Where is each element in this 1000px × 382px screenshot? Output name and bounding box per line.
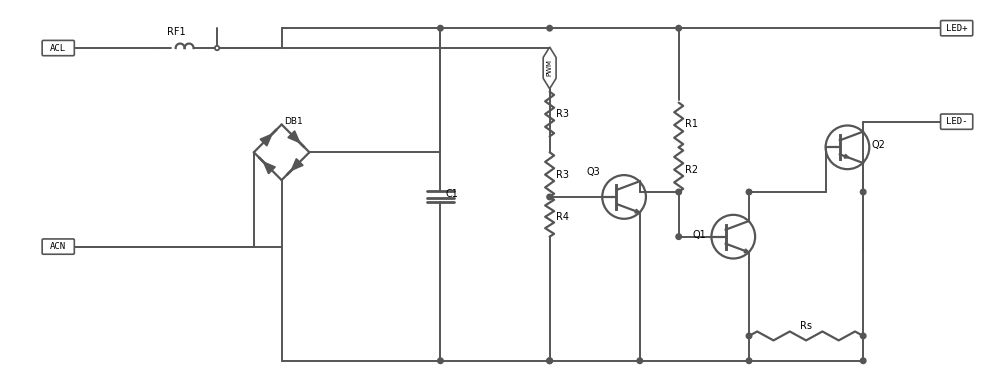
- Circle shape: [676, 234, 681, 240]
- Circle shape: [676, 26, 681, 31]
- Text: C1: C1: [445, 189, 458, 199]
- Text: Q1: Q1: [693, 230, 706, 240]
- Circle shape: [547, 26, 552, 31]
- Text: Q3: Q3: [587, 167, 600, 177]
- Text: R2: R2: [685, 165, 698, 175]
- FancyBboxPatch shape: [42, 40, 74, 56]
- Text: LED-: LED-: [946, 117, 967, 126]
- Text: DB1: DB1: [285, 117, 303, 126]
- Text: Q2: Q2: [871, 140, 885, 151]
- Circle shape: [438, 26, 443, 31]
- Circle shape: [860, 358, 866, 364]
- FancyBboxPatch shape: [941, 114, 973, 129]
- Circle shape: [547, 194, 552, 200]
- Text: LED+: LED+: [946, 24, 967, 33]
- Text: PWM: PWM: [547, 60, 553, 76]
- Polygon shape: [288, 131, 300, 142]
- Circle shape: [547, 358, 552, 364]
- Text: R3: R3: [556, 170, 569, 180]
- Circle shape: [676, 189, 681, 195]
- Text: RF1: RF1: [167, 27, 186, 37]
- Text: Rs: Rs: [800, 321, 812, 331]
- Polygon shape: [744, 249, 749, 253]
- Text: R1: R1: [685, 120, 698, 129]
- Circle shape: [215, 46, 219, 50]
- Circle shape: [860, 189, 866, 195]
- Circle shape: [746, 358, 752, 364]
- Polygon shape: [260, 134, 272, 146]
- Polygon shape: [844, 154, 849, 158]
- Circle shape: [860, 333, 866, 339]
- Circle shape: [547, 358, 552, 364]
- Text: ACL: ACL: [50, 44, 66, 53]
- Text: ACN: ACN: [50, 242, 66, 251]
- Circle shape: [637, 358, 643, 364]
- Circle shape: [438, 358, 443, 364]
- Polygon shape: [635, 209, 640, 213]
- Circle shape: [746, 333, 752, 339]
- Text: R3: R3: [556, 109, 569, 119]
- Circle shape: [746, 189, 752, 195]
- Text: R4: R4: [556, 212, 569, 222]
- Polygon shape: [263, 162, 275, 174]
- FancyBboxPatch shape: [941, 21, 973, 36]
- Polygon shape: [291, 159, 303, 170]
- FancyBboxPatch shape: [42, 239, 74, 254]
